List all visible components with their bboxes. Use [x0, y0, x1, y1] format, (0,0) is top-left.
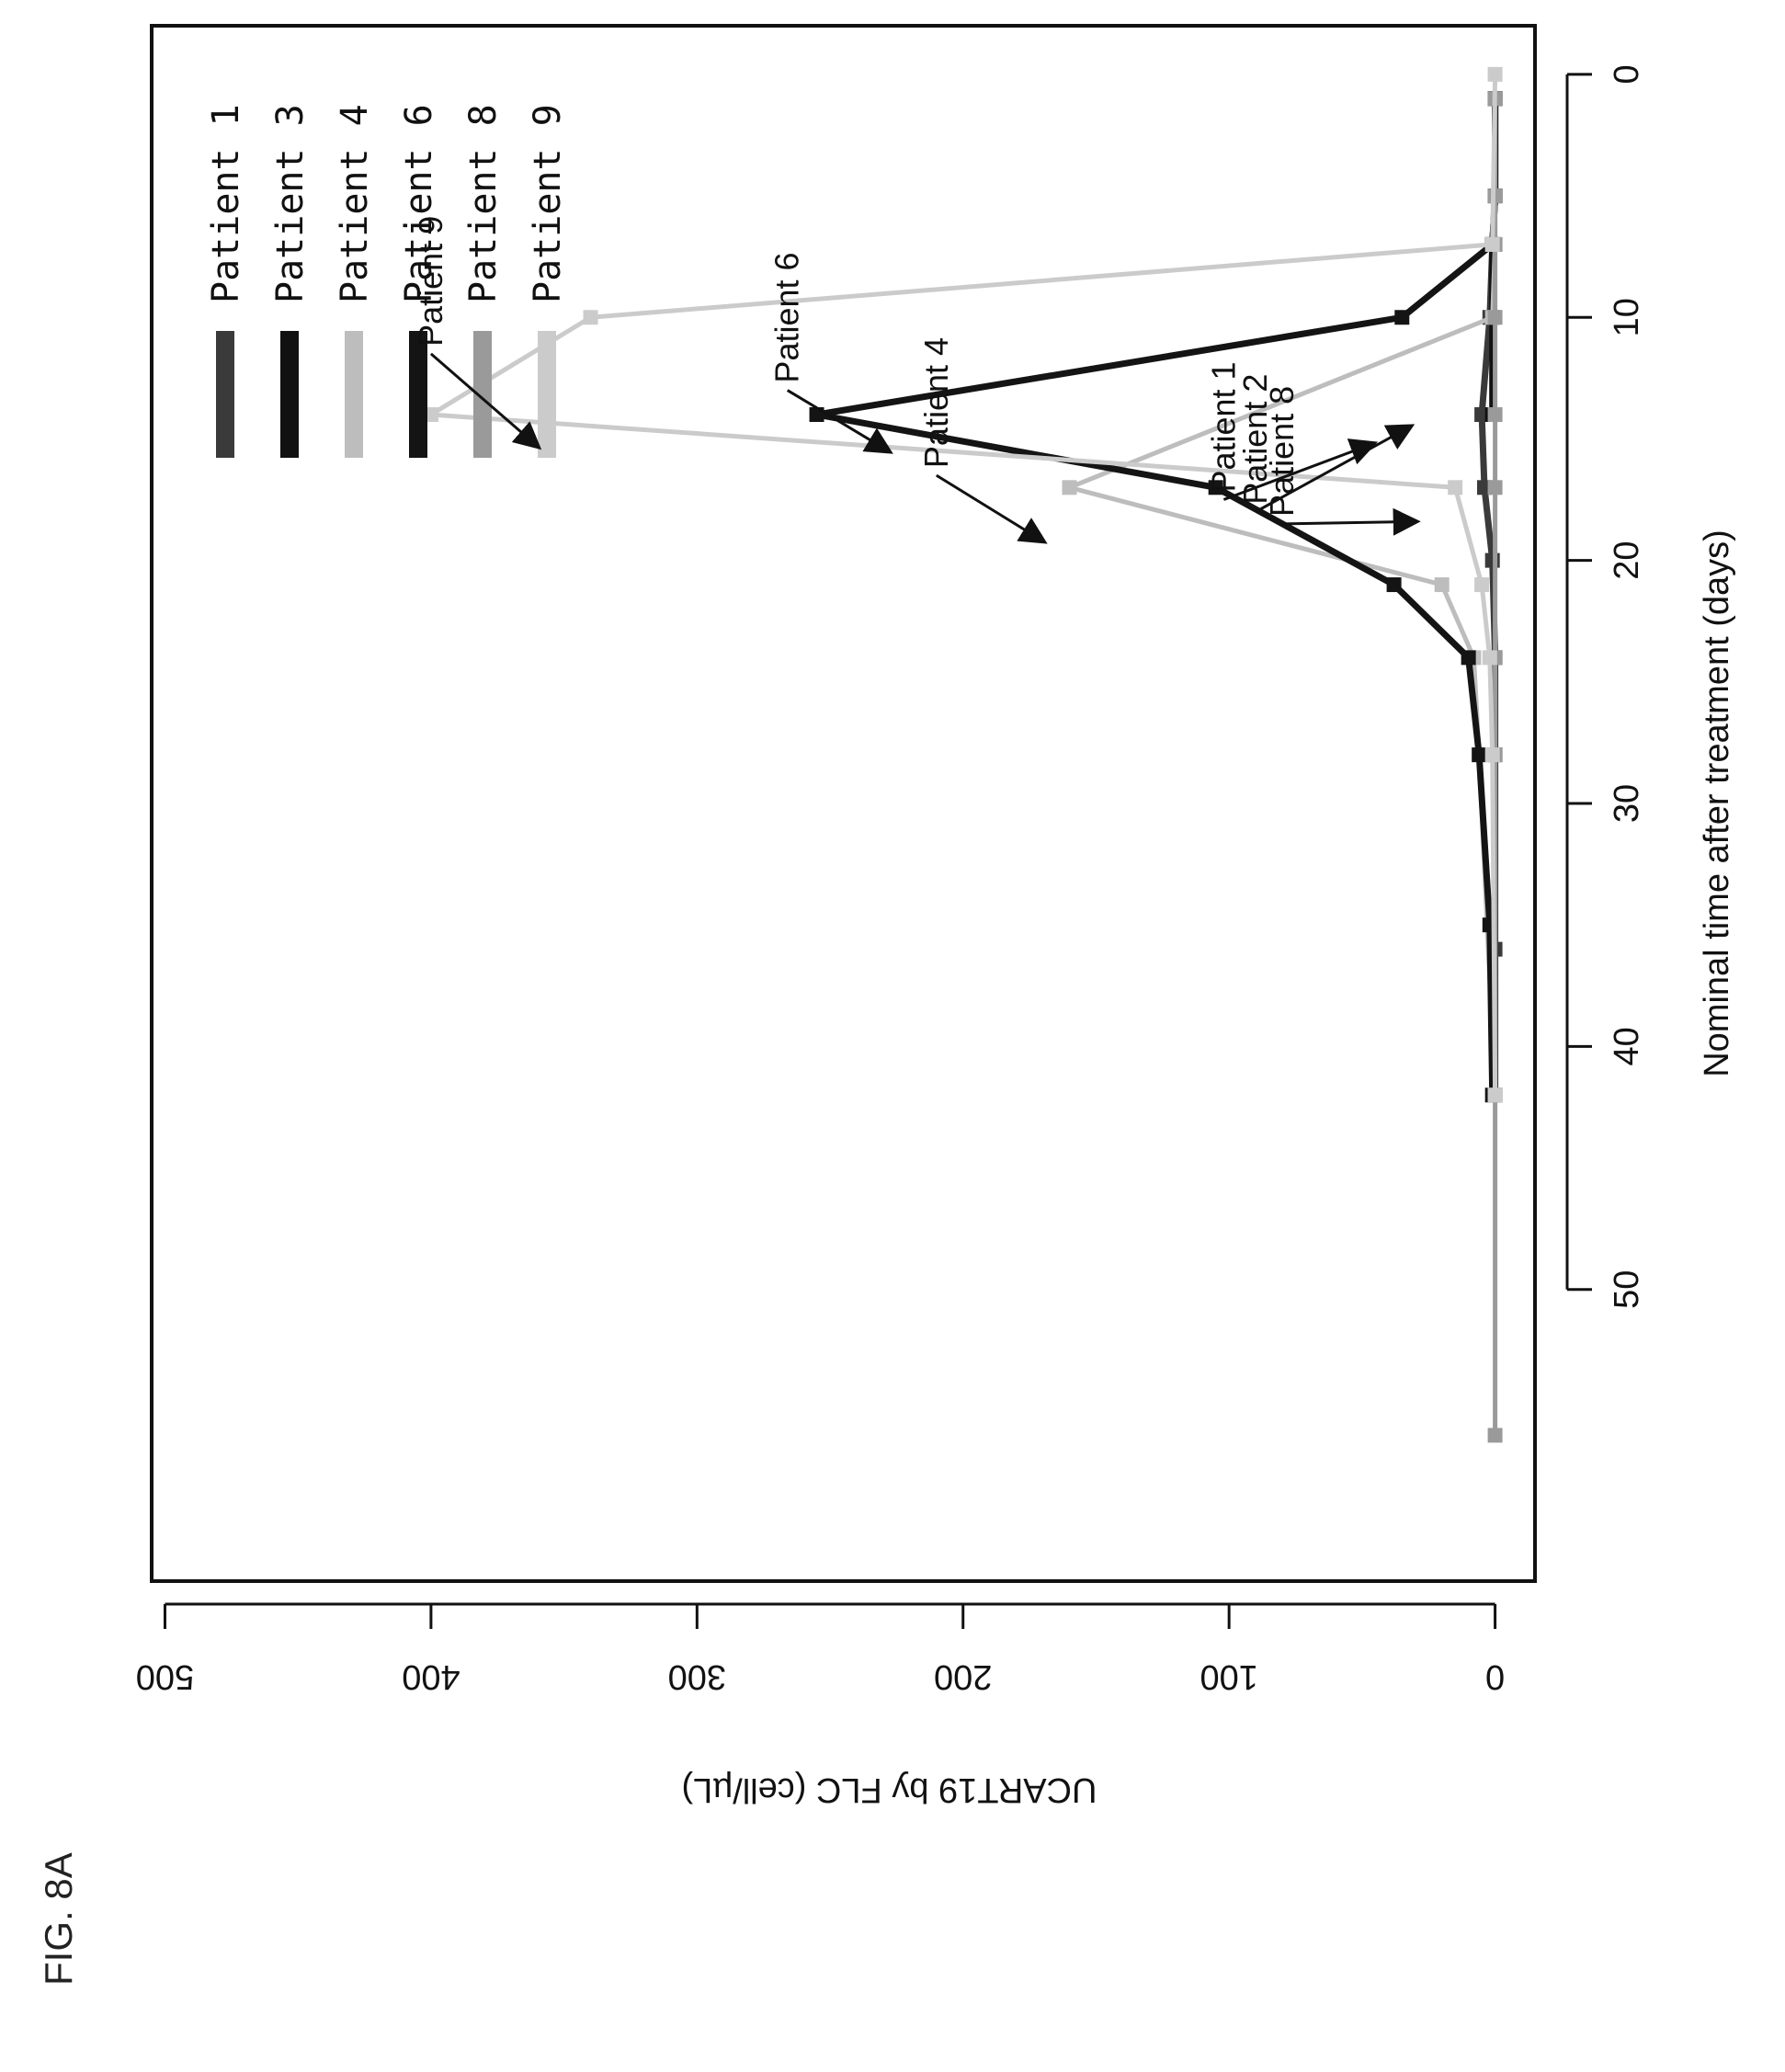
- annotation: Patient 2: [1236, 374, 1415, 514]
- data-point: [1484, 552, 1500, 568]
- y-tick-label: 300: [668, 1657, 726, 1696]
- series-line: [813, 98, 1499, 1096]
- annotation-arrow: [1282, 507, 1421, 536]
- y-tick-label: 100: [1199, 1657, 1257, 1696]
- annotation-arrow: [1255, 424, 1415, 514]
- legend-item: Patient 3: [269, 104, 312, 458]
- x-axis-title: Nominal time after treatment (days): [1698, 529, 1736, 1077]
- figure-label-group: FIG. 8A: [37, 1852, 80, 1986]
- x-tick-label: 20: [1608, 541, 1646, 579]
- annotation-label: Patient 1: [1204, 361, 1242, 492]
- data-point: [1472, 747, 1487, 763]
- series-3: [1062, 91, 1503, 1103]
- legend-item: Patient 1: [205, 104, 247, 458]
- annotation-label: Patient 4: [917, 337, 955, 468]
- data-point: [1487, 310, 1503, 325]
- data-point: [1484, 747, 1500, 763]
- data-point: [1487, 66, 1503, 82]
- data-point: [1434, 577, 1450, 593]
- series-line: [428, 74, 1498, 1096]
- data-point: [1474, 577, 1490, 593]
- y-tick-label: 200: [934, 1657, 992, 1696]
- x-tick-label: 10: [1608, 298, 1646, 336]
- annotation-label: Patient 8: [1263, 386, 1301, 517]
- data-point: [1208, 480, 1223, 495]
- annotation: Patient 9: [412, 216, 542, 450]
- x-tick-label: 50: [1608, 1270, 1646, 1309]
- y-axis-title: UCART19 by FLC (cell/µL): [682, 1770, 1097, 1809]
- series-4: [809, 91, 1503, 1103]
- annotation-label: Patient 2: [1236, 374, 1274, 505]
- legend-label: Patient 6: [398, 104, 440, 303]
- legend-item: Patient 9: [527, 104, 569, 458]
- annotation-arrow: [786, 389, 893, 454]
- data-point: [1448, 480, 1463, 495]
- y-tick-label: 500: [136, 1657, 194, 1696]
- data-point: [1394, 310, 1410, 325]
- data-point: [1487, 480, 1503, 495]
- data-point: [1487, 1087, 1503, 1103]
- legend-item: Patient 4: [334, 104, 376, 458]
- annotation-arrow: [429, 352, 542, 450]
- chart-canvas: 0 10 20 30 40 50 Nominal time after treatment …: [136, 24, 1736, 1809]
- y-tick-label: 0: [1485, 1657, 1505, 1696]
- legend-label: Patient 1: [205, 104, 247, 303]
- data-point: [583, 310, 598, 325]
- x-tick-label: 40: [1608, 1027, 1646, 1065]
- series-6: [423, 66, 1503, 1103]
- annotation-arrow: [1222, 438, 1379, 501]
- data-point: [1487, 1428, 1503, 1443]
- annotation: Patient 8: [1263, 386, 1421, 536]
- data-point: [1487, 407, 1503, 422]
- data-point: [1062, 480, 1077, 495]
- annotation-label: Patient 6: [768, 252, 806, 382]
- data-point: [1461, 650, 1476, 666]
- data-point: [1386, 577, 1402, 593]
- data-point: [1482, 650, 1497, 666]
- legend-item: Patient 8: [462, 104, 505, 458]
- x-tick-label: 0: [1608, 64, 1646, 84]
- annotation: Patient 1: [1204, 361, 1379, 501]
- x-tick-label: 30: [1608, 784, 1646, 823]
- annotation-arrow: [936, 473, 1048, 544]
- legend-label: Patient 8: [462, 104, 505, 303]
- legend-item: Patient 6: [398, 104, 440, 458]
- legend-label: Patient 9: [527, 104, 569, 303]
- legend-label: Patient 3: [269, 104, 312, 303]
- y-tick-label: 400: [402, 1657, 460, 1696]
- figure-label: FIG. 8A: [37, 1852, 80, 1986]
- legend-label: Patient 4: [334, 104, 376, 303]
- annotation: Patient 4: [917, 337, 1048, 544]
- plot-frame: [150, 24, 1537, 1583]
- annotation: Patient 6: [768, 252, 893, 454]
- annotation-label: Patient 9: [412, 216, 449, 347]
- data-point: [1484, 236, 1500, 252]
